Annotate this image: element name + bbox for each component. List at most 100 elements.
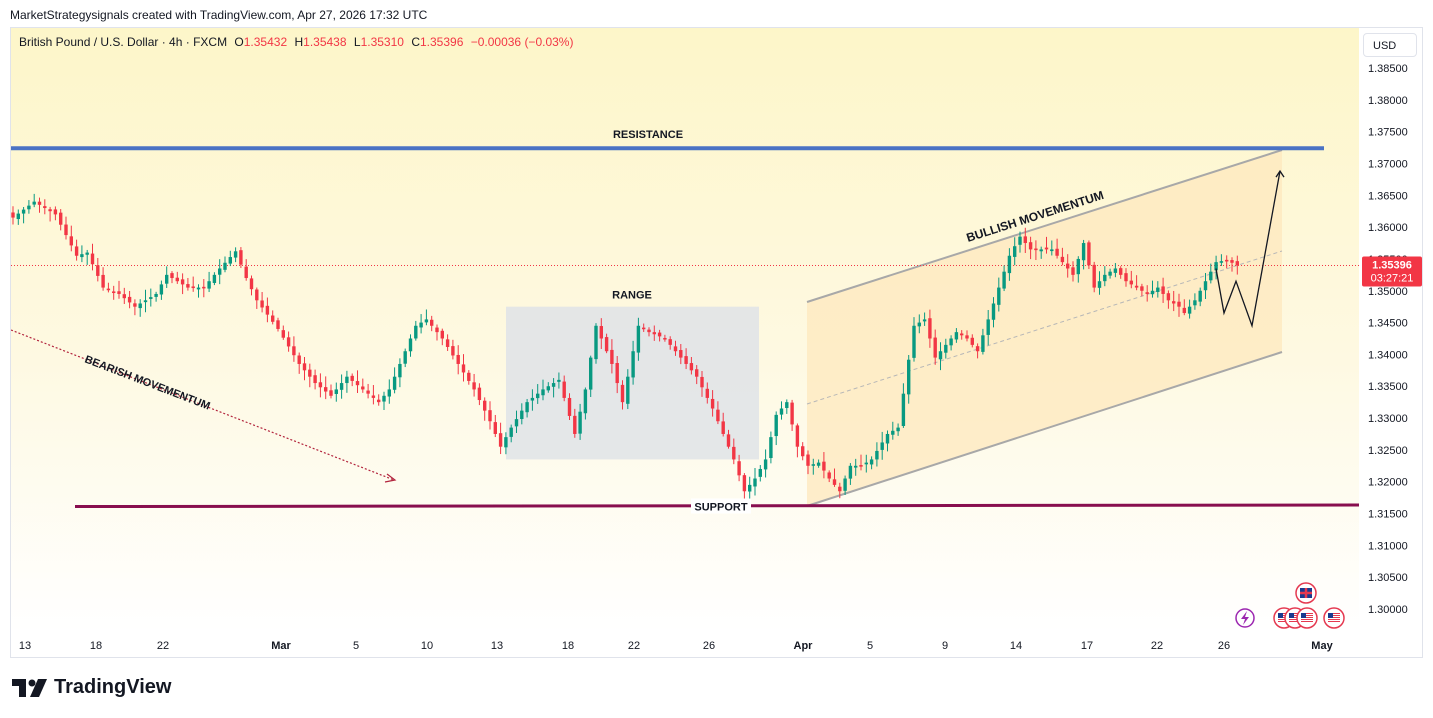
candle[interactable]: [769, 431, 773, 464]
candle[interactable]: [912, 317, 916, 362]
candle[interactable]: [695, 365, 699, 385]
candle[interactable]: [286, 331, 291, 352]
candle[interactable]: [361, 378, 365, 393]
candle[interactable]: [202, 279, 206, 298]
candle[interactable]: [599, 318, 603, 349]
candle[interactable]: [525, 398, 529, 418]
candle[interactable]: [74, 239, 79, 261]
candle[interactable]: [673, 340, 678, 356]
candle[interactable]: [255, 287, 259, 309]
candle[interactable]: [536, 384, 540, 404]
candle[interactable]: [589, 355, 593, 398]
candle[interactable]: [1235, 255, 1239, 275]
channel-fill[interactable]: [807, 150, 1282, 506]
candle[interactable]: [159, 280, 164, 300]
candle[interactable]: [1161, 277, 1165, 303]
candle[interactable]: [85, 249, 89, 265]
candle[interactable]: [700, 370, 704, 397]
candle[interactable]: [260, 292, 264, 313]
candle[interactable]: [1177, 293, 1181, 317]
candle[interactable]: [753, 468, 757, 496]
candle[interactable]: [1092, 261, 1096, 293]
lightning-icon[interactable]: [1235, 608, 1255, 628]
candle[interactable]: [562, 375, 566, 402]
tradingview-logo[interactable]: TradingView: [12, 676, 171, 699]
candle[interactable]: [69, 225, 73, 252]
candle[interactable]: [626, 369, 630, 410]
candle[interactable]: [546, 382, 550, 393]
candle[interactable]: [907, 355, 911, 404]
candle[interactable]: [32, 193, 36, 208]
candle[interactable]: [567, 393, 572, 421]
candle[interactable]: [721, 412, 725, 437]
candle[interactable]: [207, 271, 211, 293]
candle[interactable]: [101, 267, 105, 291]
candle[interactable]: [1225, 255, 1229, 269]
candle[interactable]: [16, 209, 20, 225]
candle[interactable]: [631, 340, 635, 385]
candle[interactable]: [991, 297, 996, 328]
candle[interactable]: [377, 394, 381, 406]
candle[interactable]: [1230, 257, 1234, 272]
candle[interactable]: [355, 370, 360, 393]
candle[interactable]: [11, 206, 15, 225]
candle[interactable]: [387, 379, 391, 404]
candle[interactable]: [149, 288, 153, 307]
candle[interactable]: [1007, 248, 1012, 281]
candle[interactable]: [604, 333, 609, 354]
candle[interactable]: [1081, 239, 1086, 270]
candle[interactable]: [430, 315, 434, 332]
candle[interactable]: [170, 271, 174, 284]
candle[interactable]: [122, 287, 126, 305]
candle[interactable]: [281, 325, 285, 340]
candle[interactable]: [1198, 287, 1202, 307]
candle[interactable]: [408, 334, 413, 357]
candle[interactable]: [779, 401, 784, 420]
candle[interactable]: [642, 323, 646, 332]
projection-path[interactable]: [1215, 170, 1281, 329]
candle[interactable]: [191, 276, 195, 292]
candle[interactable]: [663, 334, 667, 342]
candle[interactable]: [21, 207, 26, 224]
candle[interactable]: [27, 200, 31, 214]
candle[interactable]: [313, 369, 317, 390]
candle[interactable]: [483, 397, 487, 421]
candle[interactable]: [684, 348, 688, 370]
candle[interactable]: [636, 317, 641, 361]
candle[interactable]: [90, 243, 95, 271]
candle[interactable]: [1124, 268, 1128, 287]
candle[interactable]: [843, 475, 847, 495]
candle[interactable]: [1214, 255, 1218, 280]
candle[interactable]: [228, 250, 232, 267]
candle[interactable]: [869, 456, 874, 470]
candle[interactable]: [456, 345, 460, 375]
candle[interactable]: [854, 458, 858, 476]
candle[interactable]: [986, 310, 990, 346]
candle[interactable]: [477, 383, 482, 406]
candle[interactable]: [1203, 272, 1208, 300]
us-flag-icon[interactable]: [1323, 607, 1345, 629]
uk-flag-icon[interactable]: [1295, 582, 1317, 604]
candle[interactable]: [880, 431, 884, 460]
candle[interactable]: [398, 358, 402, 388]
candle[interactable]: [80, 245, 84, 263]
candle[interactable]: [520, 403, 524, 425]
candle[interactable]: [1050, 240, 1054, 256]
candle[interactable]: [615, 356, 619, 394]
candle[interactable]: [795, 423, 800, 458]
candle[interactable]: [922, 312, 927, 326]
candle[interactable]: [212, 272, 217, 286]
candle[interactable]: [392, 367, 397, 394]
candle[interactable]: [419, 314, 423, 334]
candle[interactable]: [901, 383, 906, 428]
candle[interactable]: [244, 259, 248, 281]
candle[interactable]: [165, 266, 169, 288]
candle[interactable]: [350, 373, 354, 387]
candle[interactable]: [1028, 236, 1033, 260]
candle[interactable]: [975, 343, 980, 359]
candle[interactable]: [758, 465, 762, 482]
channel-upper-line[interactable]: [806, 149, 1283, 303]
candle[interactable]: [472, 373, 476, 397]
candle[interactable]: [488, 401, 492, 430]
candle[interactable]: [186, 277, 190, 291]
